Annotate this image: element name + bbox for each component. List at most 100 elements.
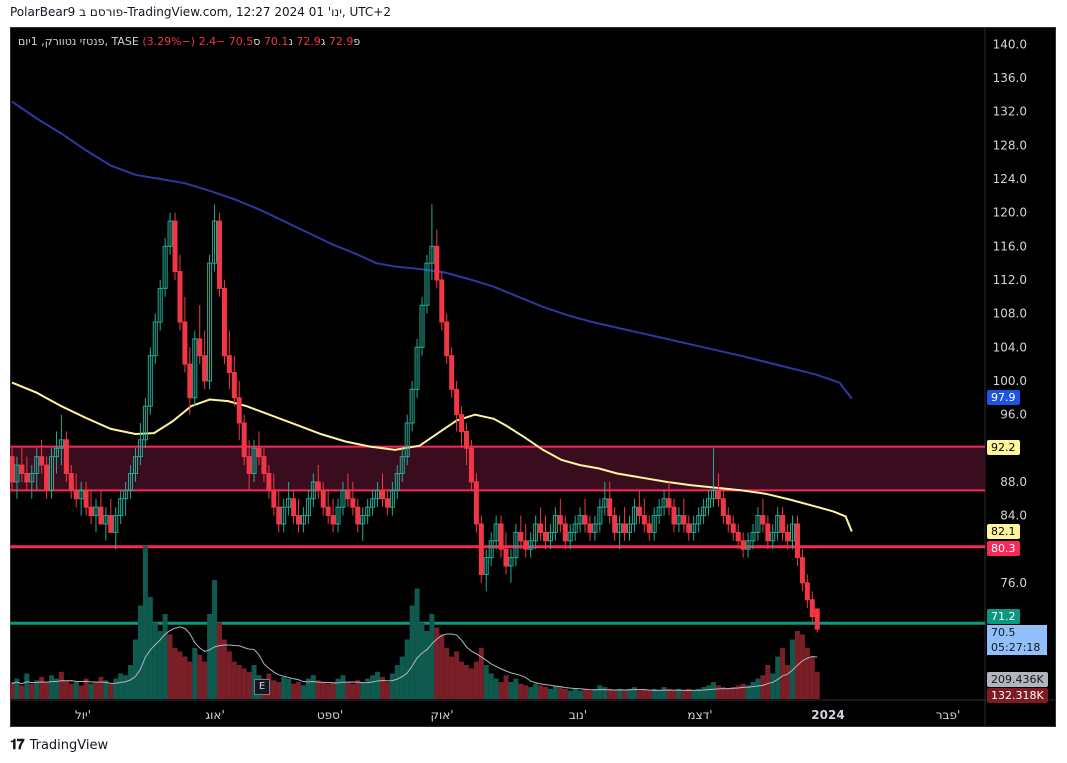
candle-body	[202, 355, 208, 382]
candle-body	[197, 338, 203, 357]
candle-body	[419, 304, 425, 348]
volume-bar	[399, 656, 405, 699]
volume-bar	[790, 639, 796, 699]
candle-body	[345, 489, 351, 500]
tradingview-logo-icon[interactable]: 𝟏𝟕	[10, 737, 25, 753]
candle-body	[641, 515, 647, 525]
candle-body	[666, 498, 672, 508]
candle-body	[182, 321, 188, 365]
volume-bar	[582, 688, 588, 699]
volume-bar	[167, 634, 173, 699]
candle-body	[88, 506, 94, 517]
volume-bar	[750, 682, 756, 699]
volume-bar	[622, 690, 628, 699]
volume-bar	[627, 688, 632, 699]
earnings-badge[interactable]: E	[254, 679, 270, 695]
candle-body	[523, 540, 529, 550]
candle-body	[498, 523, 504, 550]
price-tag: 209.436K	[987, 672, 1048, 687]
candle-body	[696, 515, 702, 525]
candle-body	[646, 523, 652, 533]
candle-body	[444, 321, 450, 357]
candle-body	[256, 447, 262, 458]
candle-body	[236, 397, 242, 424]
candlestick-chart[interactable]: 140.0 136.0 132.0 128.0 124.0 120.0 116.0 112.0…	[10, 27, 1056, 727]
volume-bar	[577, 690, 583, 699]
volume-bar	[335, 678, 341, 699]
candle-body	[335, 506, 341, 525]
volume-bar	[671, 690, 677, 699]
candle-body	[394, 472, 400, 491]
candle-body	[785, 531, 791, 542]
volume-bar	[305, 678, 311, 699]
footer-brand[interactable]: TradingView	[29, 737, 109, 753]
volume-bar	[409, 605, 415, 699]
candle-body	[103, 515, 109, 525]
volume-bar	[355, 680, 361, 699]
candle-body	[305, 498, 311, 517]
volume-bar	[552, 685, 558, 699]
volume-bar	[715, 685, 721, 699]
candle-body	[296, 515, 302, 525]
legend-open: 72.9	[328, 35, 354, 48]
candle-body	[320, 489, 326, 508]
volume-bar	[34, 680, 40, 699]
candle-body	[429, 245, 435, 264]
volume-bar	[221, 639, 227, 699]
volume-bar	[147, 597, 153, 699]
volume-bar	[296, 682, 302, 699]
candle-body	[533, 523, 539, 542]
candle-body	[172, 220, 178, 273]
volume-bar	[162, 614, 168, 699]
volume-bar	[231, 661, 237, 699]
candle-body	[281, 506, 287, 525]
candle-body	[730, 523, 736, 533]
candle-body	[706, 498, 712, 508]
candle-body	[528, 540, 534, 550]
candle-body	[246, 456, 252, 474]
candle-body	[765, 523, 771, 542]
volume-bar	[533, 683, 539, 699]
y-tick-label: 108.0	[993, 307, 1027, 321]
candle-body	[617, 523, 623, 533]
candle-body	[804, 582, 810, 601]
volume-bar	[612, 690, 618, 699]
legend-change: −2.4 (−3.29%)	[142, 35, 226, 48]
candle-body	[241, 422, 247, 458]
x-tick-label: דצמ'	[687, 708, 712, 722]
volume-bar	[113, 678, 119, 699]
volume-bar	[68, 683, 74, 699]
volume-bar	[325, 683, 331, 699]
volume-bar	[226, 651, 232, 699]
volume-bar	[108, 683, 114, 699]
publish-header: PolarBear9 פורסם ב-TradingView.com, 12:2…	[10, 5, 391, 19]
candle-body	[14, 464, 20, 483]
candle-body	[108, 515, 114, 533]
volume-ma-line	[11, 626, 818, 691]
candle-body	[330, 515, 336, 525]
volume-bar	[631, 687, 637, 699]
candle-body	[631, 506, 637, 525]
volume-bar	[745, 685, 751, 699]
candle-body	[483, 557, 489, 575]
candle-body	[567, 531, 573, 542]
volume-bar	[241, 668, 247, 699]
volume-bar	[572, 688, 578, 699]
candle-body	[434, 245, 440, 281]
candle-body	[128, 472, 134, 491]
volume-bar	[696, 688, 702, 699]
candle-body	[162, 245, 168, 289]
volume-bar	[587, 690, 593, 699]
x-tick-label: ספט'	[317, 708, 343, 722]
candle-body	[745, 540, 751, 550]
candle-body	[814, 608, 820, 630]
volume-bar	[118, 673, 124, 699]
candle-body	[152, 321, 158, 357]
volume-bar	[706, 685, 712, 699]
candle-body	[671, 506, 677, 525]
candle-body	[720, 498, 726, 517]
candle-body	[587, 523, 593, 533]
price-tag: 80.3	[987, 541, 1020, 556]
candle-body	[602, 498, 608, 508]
volume-bar	[202, 661, 208, 699]
